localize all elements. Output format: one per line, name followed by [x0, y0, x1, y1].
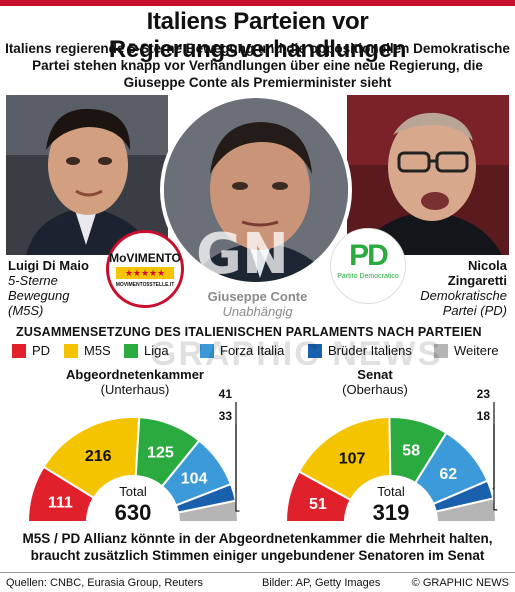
subtitle-line: Italiens regierende 5-Sterne Bewegung un… [5, 41, 510, 56]
footer-sources: Quellen: CNBC, Eurasia Group, Reuters [6, 577, 203, 589]
watermark: GRAPHIC NEWS [150, 335, 443, 373]
m5s-logo: MoVIMENTO ★★★★★ MOVIMENTO5STELLE.IT [106, 230, 184, 308]
label-leader-line [493, 402, 498, 511]
legend-swatch [434, 343, 448, 358]
legend-item-liga: Liga [124, 343, 169, 358]
legend: PD M5S Liga Forza Italia Brüder Italiens… [12, 343, 507, 361]
pd-logo-text: PD [349, 239, 389, 272]
label-zingaretti: Nicola Zingaretti Demokratische Partei (… [387, 258, 507, 318]
legend-swatch [64, 343, 78, 358]
segment-weitere [434, 497, 498, 523]
total-value: 630 [115, 500, 152, 525]
value-label: 62 [439, 466, 457, 483]
segment-br-der-italiens [174, 482, 237, 514]
party-line: Bewegung [8, 288, 70, 303]
label-leader-line [492, 424, 495, 490]
name-conte: Giuseppe Conte [207, 289, 308, 304]
m5s-logo-url: MOVIMENTO5STELLE.IT [115, 282, 175, 288]
legend-label: Brüder Italiens [328, 343, 412, 358]
segment-liga [134, 416, 201, 488]
value-label: 216 [85, 448, 112, 465]
legend-swatch [12, 343, 26, 358]
segment-pd [284, 470, 353, 523]
chart-subtitle: (Oberhaus) [342, 382, 408, 397]
total-value: 319 [373, 500, 410, 525]
legend-item-brueder-italiens: Brüder Italiens [308, 343, 412, 358]
value-label: 107 [339, 450, 366, 467]
photo-conte [160, 94, 352, 286]
m5s-logo-text: MoVIMENTO [109, 251, 181, 265]
party-line: Partei (PD) [442, 303, 507, 318]
segment-liga [388, 416, 448, 485]
party-conte: Unabhängig [222, 304, 293, 319]
graphic-news-logo-watermark: GN [196, 222, 289, 287]
legend-item-pd: PD [12, 343, 50, 358]
value-label: 104 [181, 471, 208, 488]
total-label: Total [377, 484, 405, 499]
pd-logo-sub: Partito Democratico [337, 273, 399, 280]
value-label: 23 [477, 387, 491, 401]
pd-logo: PD Partito Democratico [330, 228, 406, 304]
segment-forza-italia [160, 439, 233, 507]
label-conte: Giuseppe Conte Unabhängig [170, 289, 345, 319]
party-line: Demokratische [420, 288, 507, 303]
legend-item-weitere: Weitere [434, 343, 499, 358]
segment-m5s [297, 415, 392, 502]
legend-label: M5S [84, 343, 111, 358]
chamber-title-senat: Senat (Oberhaus) [290, 367, 460, 397]
footnote-line: M5S / PD Allianz könnte in der Abgeordne… [22, 531, 493, 546]
legend-label: Forza Italia [220, 343, 285, 358]
label-leader-line [235, 402, 240, 512]
party-line: 5-Sterne [8, 273, 58, 288]
value-label: 18 [477, 409, 491, 423]
legend-item-m5s: M5S [64, 343, 111, 358]
value-label: 125 [147, 445, 174, 462]
name-di-maio: Luigi Di Maio [8, 258, 89, 273]
photo-di-maio [6, 95, 168, 255]
footer: Quellen: CNBC, Eurasia Group, Reuters Bi… [0, 572, 515, 592]
chart-subtitle: (Unterhaus) [100, 382, 170, 397]
m5s-stars: ★★★★★ [116, 267, 174, 279]
footer-copyright: © GRAPHIC NEWS [411, 577, 509, 589]
section-heading: ZUSAMMENSETZUNG DES ITALIENISCHEN PARLAM… [16, 325, 482, 339]
top-accent-bar [0, 0, 515, 6]
page-subtitle: Italiens regierende 5-Sterne Bewegung un… [0, 40, 515, 91]
footer-images: Bilder: AP, Getty Images [262, 577, 381, 589]
legend-label: Weitere [454, 343, 499, 358]
legend-item-forza-italia: Forza Italia [200, 343, 284, 358]
name-line: Nicola [467, 258, 507, 273]
segment-pd [26, 465, 96, 523]
footnote-line: braucht zusätzlich Stimmen einiger ungeb… [30, 548, 485, 563]
page-title: Italiens Parteien vor Regierungsverhandl… [108, 8, 407, 63]
legend-label: PD [32, 343, 51, 358]
value-label: 51 [309, 496, 327, 513]
value-label: 58 [402, 442, 420, 459]
footnote: M5S / PD Allianz könnte in der Abgeordne… [0, 530, 515, 564]
legend-swatch [200, 343, 214, 358]
segment-m5s [42, 416, 141, 500]
chart-title: Abgeordnetenkammer [66, 367, 204, 382]
party-line: (M5S) [8, 303, 44, 318]
chamber-title-unterhaus: Abgeordnetenkammer (Unterhaus) [40, 367, 230, 397]
chart-title: Senat [357, 367, 393, 382]
total-label: Total [119, 484, 147, 499]
value-label: 33 [219, 409, 233, 423]
legend-swatch [124, 343, 138, 358]
subtitle-line: Giuseppe Conte als Premierminister sieht [123, 75, 392, 90]
segment-forza-italia [413, 431, 489, 506]
label-di-maio: Luigi Di Maio 5-Sterne Bewegung (M5S) [8, 258, 118, 318]
legend-swatch [308, 343, 322, 358]
name-line: Zingaretti [447, 273, 507, 288]
subtitle-line: Partei stehen knapp vor Verhandlungen üb… [32, 58, 483, 73]
legend-label: Liga [144, 343, 169, 358]
segment-br-der-italiens [431, 479, 495, 513]
segment-weitere [176, 499, 240, 523]
value-label: 111 [48, 494, 73, 511]
